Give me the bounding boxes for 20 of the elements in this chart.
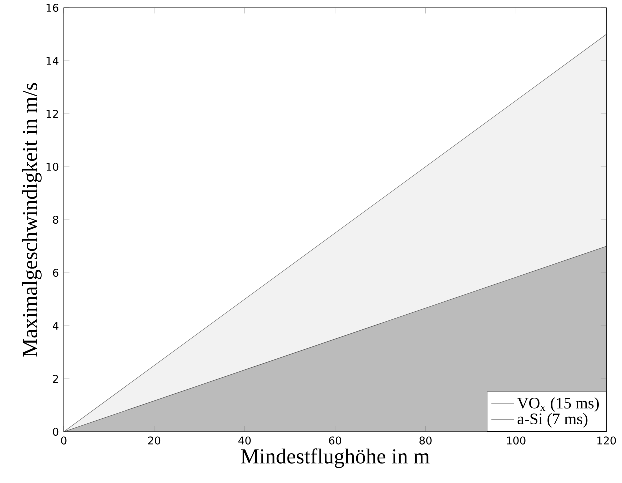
x-tick-label: 60 (329, 436, 342, 445)
x-tick-label: 0 (61, 436, 67, 445)
series-label: VO$_{x}$ (15 ms) (517, 398, 600, 412)
x-tick-label: 80 (420, 436, 432, 445)
x-tick-label: 40 (238, 436, 251, 445)
x-axis-title: Mindestflughöhe in m (241, 448, 430, 468)
x-tick-label: 20 (148, 436, 161, 445)
y-tick-label: 16 (46, 4, 59, 12)
x-tick-label: 120 (598, 436, 616, 445)
y-axis-title: Maximalgeschwindigkeit in m/s (22, 83, 42, 357)
y-tick-label: 6 (53, 268, 59, 278)
y-tick-label: 8 (53, 216, 59, 224)
y-tick-label: 10 (46, 162, 59, 172)
y-tick-label: 0 (53, 428, 59, 436)
y-tick-label: 2 (53, 375, 58, 383)
y-tick-label: 12 (46, 110, 58, 118)
legend-label: a-Si (7 ms) (518, 413, 588, 428)
x-tick-label: 100 (507, 436, 526, 445)
y-tick-label: 4 (53, 322, 59, 330)
y-tick-label: 14 (46, 57, 59, 65)
